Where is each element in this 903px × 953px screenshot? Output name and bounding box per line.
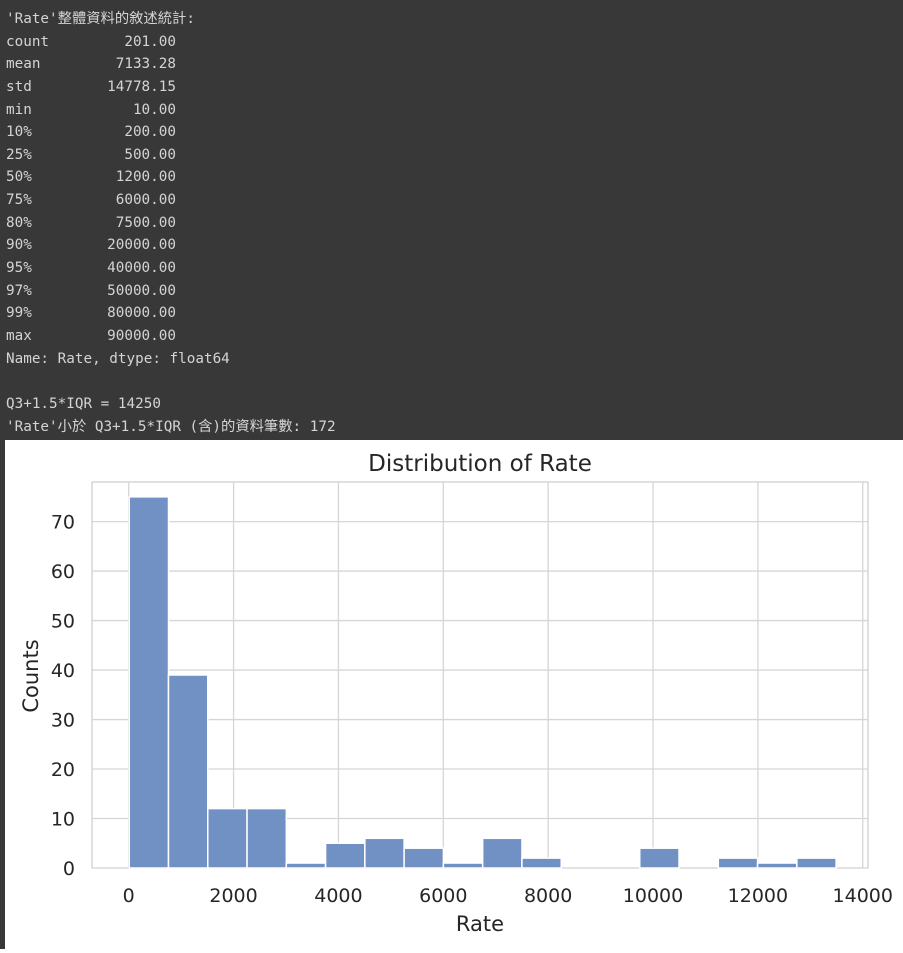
stats-value: 80000.00 (107, 305, 176, 322)
stats-table: count 201.00 mean 7133.28 std 14778.15 min 10.0… (6, 31, 903, 348)
histogram-bar (481, 837, 523, 869)
y-tick-label: 10 (51, 809, 75, 831)
console-output: 'Rate'整體資料的敘述統計: count 201.00 mean 7133.28 s… (0, 0, 903, 440)
y-tick-label: 20 (51, 759, 75, 781)
count-line: 'Rate'小於 Q3+1.5*IQR (含)的資料筆數: 172 (6, 418, 336, 435)
stats-label: mean (6, 56, 41, 73)
stats-value: 20000.00 (107, 237, 176, 254)
stats-label: 25% (6, 146, 32, 163)
histogram-bar (796, 857, 837, 869)
x-tick-label: 4000 (314, 885, 362, 907)
histogram-bar (285, 862, 327, 869)
stats-label: 50% (6, 169, 32, 186)
histogram-chart: 0 2000 4000 6000 8000 10000 12000 14000 0 10 20 30… (19, 451, 893, 936)
stats-label: 95% (6, 260, 32, 277)
x-tick-label: 10000 (623, 885, 683, 907)
histogram-bar (207, 807, 248, 869)
console-title-line: 'Rate'整體資料的敘述統計: (6, 11, 195, 27)
x-tick-label: 0 (123, 885, 135, 907)
stats-row: mean 7133.28 (6, 53, 903, 76)
histogram-bar (324, 842, 366, 869)
stats-row: 10% 200.00 (6, 121, 903, 144)
stats-value: 10.00 (132, 101, 176, 118)
y-tick-label: 40 (51, 660, 75, 682)
x-tick-label: 8000 (524, 885, 572, 907)
stats-row: 97% 50000.00 (6, 280, 903, 303)
stats-label: 10% (6, 124, 32, 141)
stats-value: 50000.00 (107, 282, 176, 299)
stats-value: 40000.00 (107, 260, 176, 277)
stats-value: 90000.00 (107, 327, 176, 344)
bars (128, 496, 837, 869)
stats-row: 50% 1200.00 (6, 166, 903, 189)
stats-row: std 14778.15 (6, 76, 903, 99)
stats-value: 201.00 (124, 33, 176, 50)
chart-title: Distribution of Rate (368, 451, 592, 477)
stats-row: 90% 20000.00 (6, 234, 903, 257)
blank-line (6, 370, 903, 393)
x-tick-label: 14000 (833, 885, 893, 907)
dtype-line: Name: Rate, dtype: float64 (6, 350, 230, 367)
stats-label: count (6, 33, 50, 50)
histogram-bar (364, 837, 405, 869)
stats-row: min 10.00 (6, 99, 903, 122)
left-strip (0, 440, 5, 949)
stats-label: 99% (6, 305, 32, 322)
x-tick-label: 2000 (209, 885, 257, 907)
stats-value: 6000.00 (115, 192, 176, 209)
x-axis-label: Rate (456, 912, 504, 936)
stats-label: max (6, 327, 32, 344)
y-tick-labels: 0 10 20 30 40 50 60 70 (51, 512, 75, 880)
histogram-figure: 0 2000 4000 6000 8000 10000 12000 14000 0 10 20 30… (0, 440, 903, 949)
histogram-bar (128, 496, 170, 869)
stats-row: max 90000.00 (6, 325, 903, 348)
histogram-bar (639, 847, 680, 869)
x-tick-labels: 0 2000 4000 6000 8000 10000 12000 14000 (123, 885, 893, 907)
stats-row: 25% 500.00 (6, 144, 903, 167)
stats-row: 99% 80000.00 (6, 302, 903, 325)
iqr-line: Q3+1.5*IQR = 14250 (6, 395, 161, 412)
stats-row: 75% 6000.00 (6, 189, 903, 212)
stats-row: 95% 40000.00 (6, 257, 903, 280)
y-tick-label: 70 (51, 512, 75, 534)
histogram-bar (521, 857, 562, 869)
histogram-bar (756, 862, 798, 869)
y-tick-label: 60 (51, 561, 75, 583)
stats-value: 200.00 (124, 124, 176, 141)
stats-value: 14778.15 (107, 78, 176, 95)
x-tick-label: 6000 (419, 885, 467, 907)
y-axis-label: Counts (19, 639, 43, 712)
histogram-bar (167, 674, 209, 869)
histogram-bar (246, 807, 288, 869)
stats-row: 80% 7500.00 (6, 212, 903, 235)
stats-label: 97% (6, 282, 32, 299)
histogram-bar (442, 862, 484, 869)
stats-value: 7133.28 (115, 56, 176, 73)
stats-value: 1200.00 (115, 169, 176, 186)
stats-value: 500.00 (124, 146, 176, 163)
stats-label: 75% (6, 192, 32, 209)
y-tick-label: 30 (51, 710, 75, 732)
stats-label: min (6, 101, 32, 118)
stats-row: count 201.00 (6, 31, 903, 54)
stats-label: 90% (6, 237, 32, 254)
x-tick-label: 12000 (728, 885, 788, 907)
histogram-bar (717, 857, 759, 869)
stats-label: 80% (6, 214, 32, 231)
plot-background (91, 481, 869, 869)
stats-label: std (6, 78, 32, 95)
stats-value: 7500.00 (115, 214, 176, 231)
histogram-bar (403, 847, 445, 869)
y-tick-label: 0 (63, 858, 75, 880)
y-tick-label: 50 (51, 611, 75, 633)
